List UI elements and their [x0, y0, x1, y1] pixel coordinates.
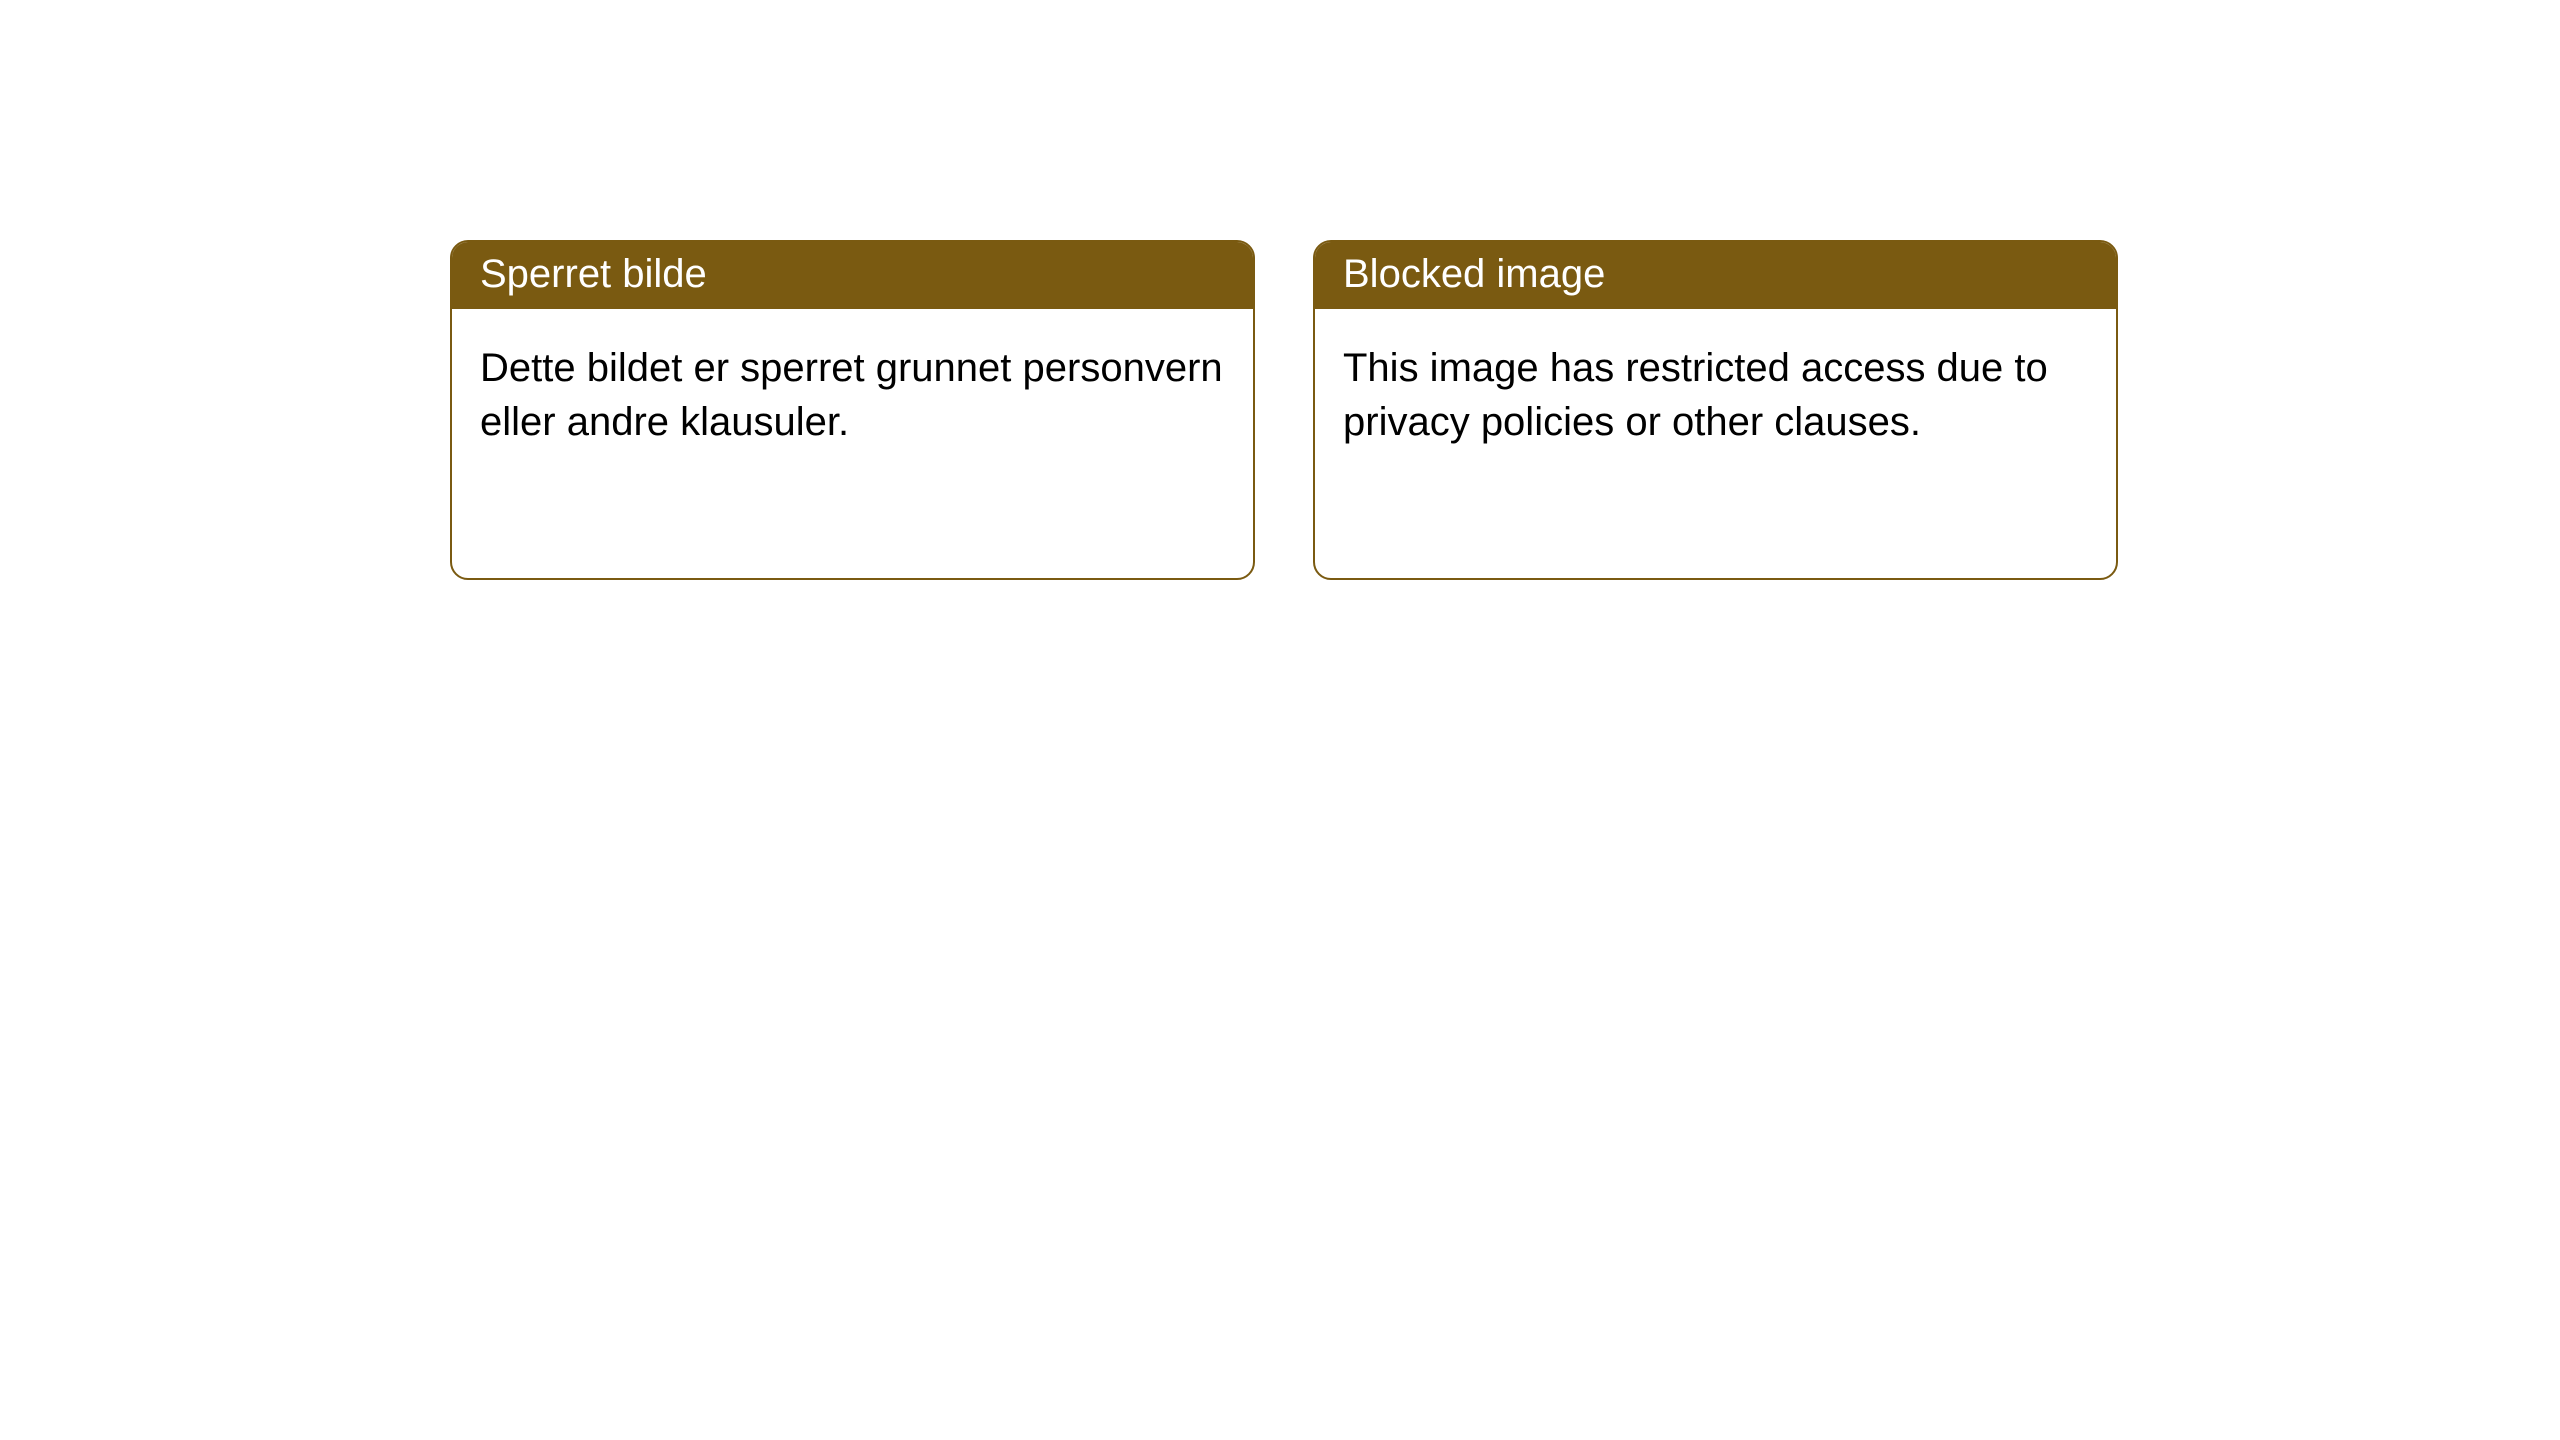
- notice-header: Sperret bilde: [452, 242, 1253, 309]
- notice-title: Blocked image: [1343, 252, 1605, 296]
- notice-container: Sperret bilde Dette bildet er sperret gr…: [0, 0, 2560, 580]
- notice-body-text: Dette bildet er sperret grunnet personve…: [480, 346, 1223, 444]
- notice-header: Blocked image: [1315, 242, 2116, 309]
- notice-box-english: Blocked image This image has restricted …: [1313, 240, 2118, 580]
- notice-box-norwegian: Sperret bilde Dette bildet er sperret gr…: [450, 240, 1255, 580]
- notice-body-text: This image has restricted access due to …: [1343, 346, 2048, 444]
- notice-title: Sperret bilde: [480, 252, 707, 296]
- notice-body: This image has restricted access due to …: [1315, 309, 2116, 481]
- notice-body: Dette bildet er sperret grunnet personve…: [452, 309, 1253, 481]
